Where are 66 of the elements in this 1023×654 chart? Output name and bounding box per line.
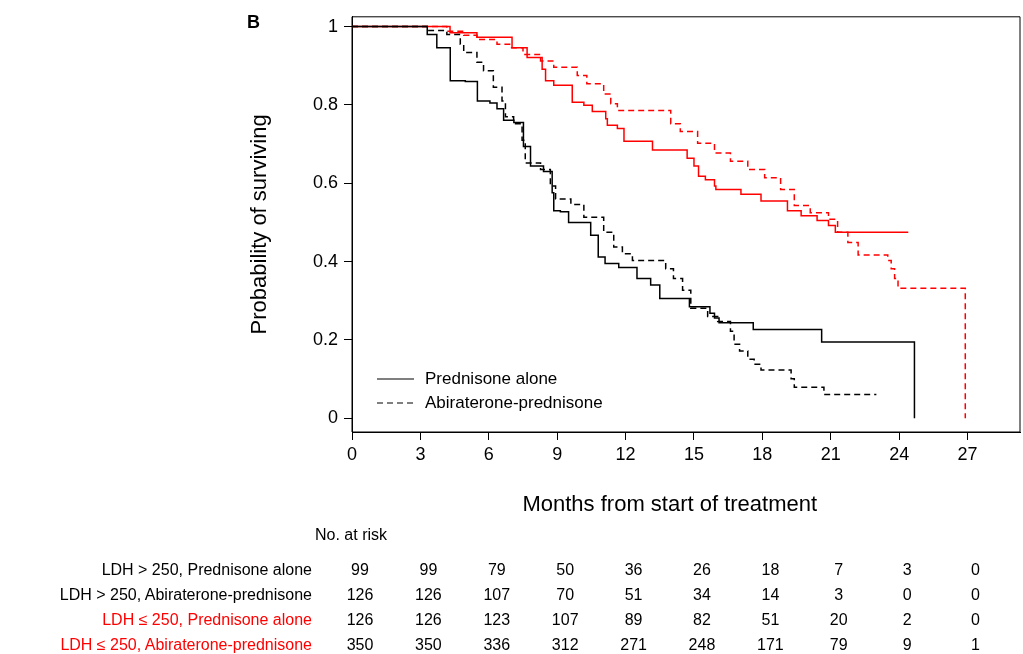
y-tick-label: 0 — [327, 407, 338, 428]
text: No. at risk — [315, 526, 388, 544]
text: 50 — [556, 561, 575, 579]
text: LDH ≤ 250, Prednisone alone — [102, 611, 312, 629]
text: 70 — [556, 586, 575, 604]
text: 0 — [971, 611, 981, 629]
text: 2 — [902, 611, 912, 629]
y-tick-label: 0.4 — [312, 250, 338, 271]
text: 0 — [902, 586, 912, 604]
text: 0 — [971, 561, 981, 579]
x-tick-label: 24 — [889, 443, 910, 464]
text: 350 — [415, 636, 442, 654]
x-axis-title: Months from start of treatment — [522, 491, 818, 517]
x-tick-label: 18 — [752, 443, 773, 464]
text: 34 — [693, 586, 711, 604]
text: 36 — [624, 561, 643, 579]
text: 9 — [902, 636, 912, 654]
text: 126 — [346, 586, 374, 604]
text: 0 — [971, 586, 981, 604]
text: 26 — [693, 561, 711, 579]
text: 20 — [829, 611, 848, 629]
x-tick-label: 15 — [683, 443, 704, 464]
text: LDH ≤ 250, Abiraterone-prednisone — [60, 636, 312, 654]
text: 248 — [688, 636, 716, 654]
text: 89 — [624, 611, 643, 629]
text: 350 — [346, 636, 374, 654]
legend-label: Abiraterone-prednisone — [425, 392, 603, 412]
x-tick-label: 9 — [552, 443, 563, 464]
x-tick-label: 0 — [346, 443, 358, 464]
y-tick-label: 1 — [327, 15, 338, 36]
y-tick-label: 0.2 — [312, 328, 338, 349]
text: 82 — [693, 611, 711, 629]
text: 99 — [351, 561, 369, 579]
text: 126 — [415, 586, 442, 604]
text: LDH > 250, Prednisone alone — [101, 561, 312, 579]
x-tick-label: 27 — [957, 443, 978, 464]
text: 107 — [551, 611, 579, 629]
y-axis-title: Probability of surviving — [246, 114, 272, 335]
text: 123 — [483, 611, 511, 629]
x-tick-label: 3 — [415, 443, 426, 464]
text: 51 — [624, 586, 643, 604]
text: 107 — [483, 586, 511, 604]
y-tick-label: 0.6 — [312, 172, 338, 193]
text: 126 — [346, 611, 374, 629]
text: 171 — [757, 636, 784, 654]
text: 126 — [415, 611, 442, 629]
text: 79 — [487, 561, 506, 579]
y-tick-label: 0.8 — [312, 93, 338, 114]
text: 336 — [483, 636, 511, 654]
text: 1 — [971, 636, 981, 654]
text: B — [247, 11, 260, 32]
text: 271 — [620, 636, 647, 654]
text: 99 — [419, 561, 438, 579]
x-tick-label: 12 — [615, 443, 636, 464]
text: 51 — [761, 611, 780, 629]
text: LDH > 250, Abiraterone-prednisone — [59, 586, 312, 604]
text: 18 — [761, 561, 780, 579]
x-tick-label: 21 — [820, 443, 841, 464]
legend-label: Prednisone alone — [425, 368, 558, 388]
text: 312 — [551, 636, 579, 654]
text: 79 — [829, 636, 848, 654]
text: 3 — [902, 561, 912, 579]
x-tick-label: 6 — [483, 443, 494, 464]
text: 3 — [834, 586, 844, 604]
text: 7 — [834, 561, 844, 579]
text: 14 — [761, 586, 780, 604]
